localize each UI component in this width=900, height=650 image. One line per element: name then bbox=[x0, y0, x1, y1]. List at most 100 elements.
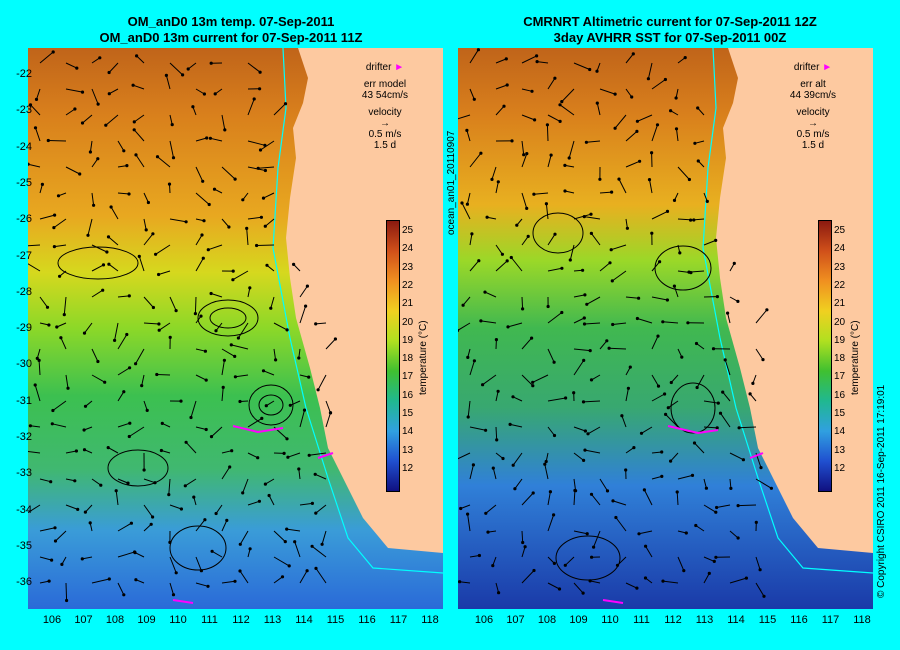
current-arrow bbox=[309, 452, 327, 456]
current-arrow-head bbox=[50, 558, 54, 562]
current-arrow bbox=[462, 296, 471, 306]
current-arrow-head bbox=[157, 328, 161, 332]
current-arrow bbox=[665, 414, 679, 428]
current-arrow-head bbox=[283, 540, 287, 544]
current-arrow-head bbox=[305, 569, 309, 573]
current-arrow-head bbox=[496, 389, 500, 393]
current-arrow bbox=[618, 178, 627, 194]
current-arrow bbox=[65, 62, 78, 69]
current-arrow-head bbox=[466, 415, 470, 419]
current-arrow bbox=[299, 502, 313, 506]
current-arrow bbox=[625, 131, 638, 142]
current-arrow bbox=[247, 417, 263, 428]
current-arrow bbox=[85, 504, 93, 513]
current-arrow-head bbox=[286, 455, 290, 459]
current-arrow bbox=[467, 514, 471, 532]
current-arrow bbox=[676, 128, 679, 142]
current-arrow bbox=[36, 348, 41, 359]
colorbar-tick: 12 bbox=[834, 462, 846, 474]
current-arrow-head bbox=[470, 232, 474, 236]
current-arrow-head bbox=[137, 254, 141, 258]
current-arrow-head bbox=[568, 258, 572, 262]
copyright-label: © Copyright CSIRO 2011 16-Sep-2011 17:19… bbox=[876, 384, 887, 598]
current-arrow-head bbox=[86, 233, 90, 237]
current-arrow-head bbox=[88, 150, 92, 154]
current-arrow-head bbox=[736, 536, 740, 540]
current-arrow bbox=[480, 320, 497, 324]
current-arrow bbox=[156, 374, 171, 376]
current-arrow-head bbox=[563, 163, 567, 167]
current-arrow-head bbox=[305, 284, 309, 288]
current-arrow bbox=[729, 530, 739, 539]
current-arrow bbox=[651, 451, 662, 454]
current-arrow-head bbox=[134, 578, 138, 582]
longitude-tick: 109 bbox=[137, 614, 156, 626]
current-arrow bbox=[264, 218, 275, 227]
current-arrow bbox=[321, 530, 327, 545]
current-arrow-head bbox=[92, 203, 96, 207]
latitude-tick: -26 bbox=[16, 213, 32, 226]
current-arrow bbox=[573, 478, 577, 491]
current-arrow-head bbox=[221, 385, 225, 389]
current-arrow-head bbox=[233, 354, 237, 358]
current-arrow-head bbox=[59, 336, 63, 340]
current-arrow-head bbox=[269, 306, 273, 310]
current-arrow-head bbox=[552, 561, 556, 566]
legend-days: 1.5 d bbox=[373, 140, 397, 151]
current-arrow bbox=[265, 478, 275, 485]
current-arrow-head bbox=[458, 580, 462, 584]
current-arrow-head bbox=[459, 506, 463, 511]
current-arrow bbox=[290, 400, 301, 406]
current-arrow-head bbox=[581, 591, 585, 595]
current-arrow-head bbox=[477, 553, 481, 558]
colorbar-tick: 17 bbox=[402, 371, 414, 383]
current-arrow-head bbox=[280, 575, 285, 579]
current-arrow bbox=[625, 88, 633, 98]
current-arrow-head bbox=[714, 555, 718, 559]
current-arrow bbox=[134, 114, 145, 123]
current-arrow bbox=[169, 140, 174, 158]
current-arrow-head bbox=[585, 532, 589, 536]
current-arrow-head bbox=[530, 336, 534, 340]
current-arrow bbox=[221, 218, 230, 228]
legend-velocity-label: velocity bbox=[796, 107, 830, 118]
current-arrow-head bbox=[655, 123, 660, 127]
current-arrow-head bbox=[472, 97, 476, 101]
latitude-tick: -27 bbox=[16, 249, 32, 262]
current-arrow bbox=[56, 322, 67, 328]
current-arrow bbox=[169, 218, 187, 223]
current-arrow-head bbox=[663, 392, 667, 396]
current-arrow-head bbox=[586, 432, 590, 436]
current-arrow-head bbox=[201, 256, 205, 260]
current-arrow-head bbox=[83, 510, 87, 514]
current-arrow-head bbox=[552, 513, 556, 517]
current-arrow bbox=[599, 262, 611, 272]
current-arrow bbox=[258, 166, 275, 169]
current-arrow-head bbox=[258, 87, 262, 91]
current-arrow bbox=[143, 322, 159, 325]
current-arrow bbox=[458, 114, 471, 120]
current-arrow-head bbox=[650, 151, 654, 155]
current-arrow bbox=[39, 556, 52, 561]
current-arrow-head bbox=[202, 92, 206, 96]
current-arrow-head bbox=[646, 77, 650, 81]
current-arrow bbox=[469, 360, 475, 376]
current-arrow bbox=[651, 393, 665, 402]
current-arrow bbox=[169, 62, 183, 76]
current-arrow-head bbox=[497, 591, 501, 595]
current-arrow-head bbox=[96, 157, 100, 161]
current-arrow bbox=[247, 452, 258, 459]
current-arrow-head bbox=[589, 378, 594, 382]
current-arrow bbox=[569, 244, 575, 261]
current-arrow-head bbox=[133, 551, 137, 555]
current-arrow bbox=[38, 360, 41, 376]
current-arrow-head bbox=[583, 293, 587, 297]
current-arrow bbox=[716, 504, 731, 508]
current-arrow-head bbox=[754, 520, 758, 524]
current-arrow bbox=[521, 55, 537, 64]
longitude-tick: 118 bbox=[853, 614, 871, 626]
current-arrow-head bbox=[567, 156, 571, 160]
current-arrow bbox=[609, 347, 627, 350]
current-arrow-head bbox=[96, 102, 100, 106]
current-arrow bbox=[108, 263, 119, 272]
